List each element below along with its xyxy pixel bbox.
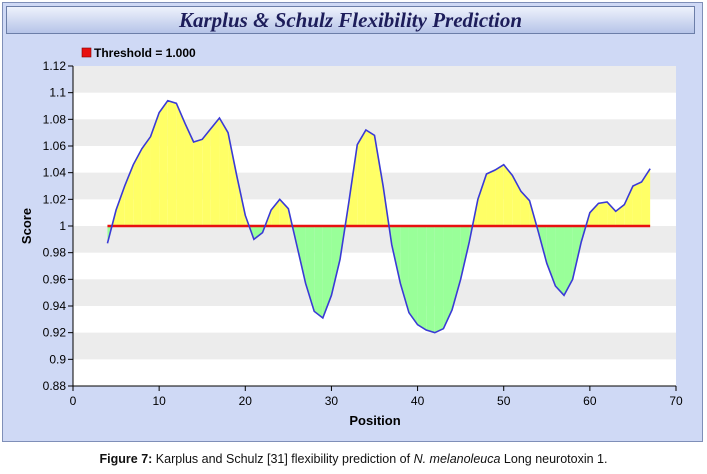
area-above-threshold <box>176 103 185 226</box>
area-below-threshold <box>408 226 418 325</box>
area-below-threshold <box>443 226 453 329</box>
area-below-threshold <box>546 226 556 286</box>
area-below-threshold <box>296 226 306 284</box>
x-tick-label: 30 <box>325 394 339 408</box>
y-axis-ticks: 0.88 0.9 0.92 0.94 0.96 0.98 1 1.02 1.04 1.06 1.08… <box>43 59 73 393</box>
area-below-threshold <box>460 226 470 280</box>
area-below-threshold <box>417 226 427 330</box>
caption-label: Figure 7: <box>99 452 153 466</box>
area-above-threshold <box>271 199 280 226</box>
x-axis-label: Position <box>349 413 400 428</box>
area-below-threshold <box>253 226 263 240</box>
area-below-threshold <box>314 226 323 318</box>
area-above-threshold <box>219 118 229 226</box>
area-below-threshold <box>391 226 401 284</box>
y-tick-label: 1.06 <box>43 139 67 153</box>
caption-text-before: Karplus and Schulz [31] flexibility pred… <box>152 452 414 466</box>
area-below-threshold <box>426 226 435 333</box>
x-tick-label: 50 <box>497 394 511 408</box>
y-tick-label: 1.04 <box>43 166 67 180</box>
area-above-threshold <box>228 132 237 226</box>
area-above-threshold <box>184 123 194 226</box>
area-below-threshold <box>400 226 409 313</box>
area-above-threshold <box>279 199 289 226</box>
area-above-threshold <box>150 112 160 226</box>
legend-label: Threshold = 1.000 <box>94 46 196 60</box>
y-tick-label: 0.94 <box>43 299 67 313</box>
area-above-threshold <box>348 144 358 226</box>
x-axis-ticks: 0 10 20 30 40 50 60 70 <box>70 386 683 408</box>
area-above-threshold <box>116 186 125 226</box>
y-tick-label: 0.88 <box>43 379 67 393</box>
area-above-threshold <box>357 130 366 226</box>
caption-species: N. melanoleuca <box>413 452 501 466</box>
y-axis-label: Score <box>19 208 34 244</box>
area-above-threshold <box>641 168 651 226</box>
y-tick-label: 1.08 <box>43 112 67 126</box>
grid-band <box>73 66 676 93</box>
area-above-threshold <box>607 202 616 226</box>
area-below-threshold <box>452 226 461 310</box>
area-below-threshold <box>572 226 582 280</box>
y-tick-label: 0.9 <box>49 352 66 366</box>
caption-text-after: Long neurotoxin 1. <box>500 452 608 466</box>
area-above-threshold <box>477 174 487 226</box>
area-above-threshold <box>632 182 642 226</box>
area-below-threshold <box>322 226 332 318</box>
area-below-threshold <box>434 226 444 333</box>
x-tick-label: 10 <box>152 394 166 408</box>
y-tick-label: 1.12 <box>43 59 67 73</box>
x-tick-label: 40 <box>411 394 425 408</box>
area-below-threshold <box>331 226 341 296</box>
figure-caption: Figure 7: Karplus and Schulz [31] flexib… <box>0 452 707 466</box>
area-above-threshold <box>598 202 608 226</box>
area-below-threshold <box>555 226 565 296</box>
grid-band <box>73 279 676 306</box>
score-line <box>106 99 651 334</box>
fill-areas <box>107 100 651 333</box>
area-below-threshold <box>564 226 573 296</box>
area-above-threshold <box>133 148 142 226</box>
y-tick-label: 1.1 <box>49 86 66 100</box>
area-above-threshold <box>167 100 177 226</box>
area-above-threshold <box>589 203 599 226</box>
flexibility-chart: 0.88 0.9 0.92 0.94 0.96 0.98 1 1.02 1.04 1.06 1.08… <box>19 46 683 428</box>
area-above-threshold <box>193 139 203 226</box>
chart-title-bar: Karplus & Schulz Flexibility Prediction <box>6 6 695 34</box>
area-above-threshold <box>486 170 496 226</box>
y-tick-label: 1 <box>59 219 66 233</box>
x-tick-label: 20 <box>239 394 253 408</box>
area-above-threshold <box>159 100 168 226</box>
area-above-threshold <box>374 135 384 226</box>
y-tick-label: 1.02 <box>43 192 67 206</box>
y-tick-label: 0.92 <box>43 326 67 340</box>
x-tick-label: 60 <box>583 394 597 408</box>
y-tick-label: 0.98 <box>43 246 67 260</box>
area-above-threshold <box>365 130 375 226</box>
area-above-threshold <box>124 164 134 226</box>
y-tick-label: 0.96 <box>43 272 67 286</box>
area-above-threshold <box>202 128 211 226</box>
x-tick-label: 70 <box>669 394 683 408</box>
area-above-threshold <box>503 164 513 226</box>
grid-band <box>73 332 676 360</box>
legend-swatch <box>81 47 92 58</box>
x-tick-label: 0 <box>70 394 77 408</box>
area-above-threshold <box>624 186 633 226</box>
chart-title: Karplus & Schulz Flexibility Prediction <box>178 8 523 32</box>
area-above-threshold <box>495 164 504 226</box>
area-above-threshold <box>520 191 530 226</box>
area-above-threshold <box>210 118 220 226</box>
area-above-threshold <box>141 136 151 226</box>
